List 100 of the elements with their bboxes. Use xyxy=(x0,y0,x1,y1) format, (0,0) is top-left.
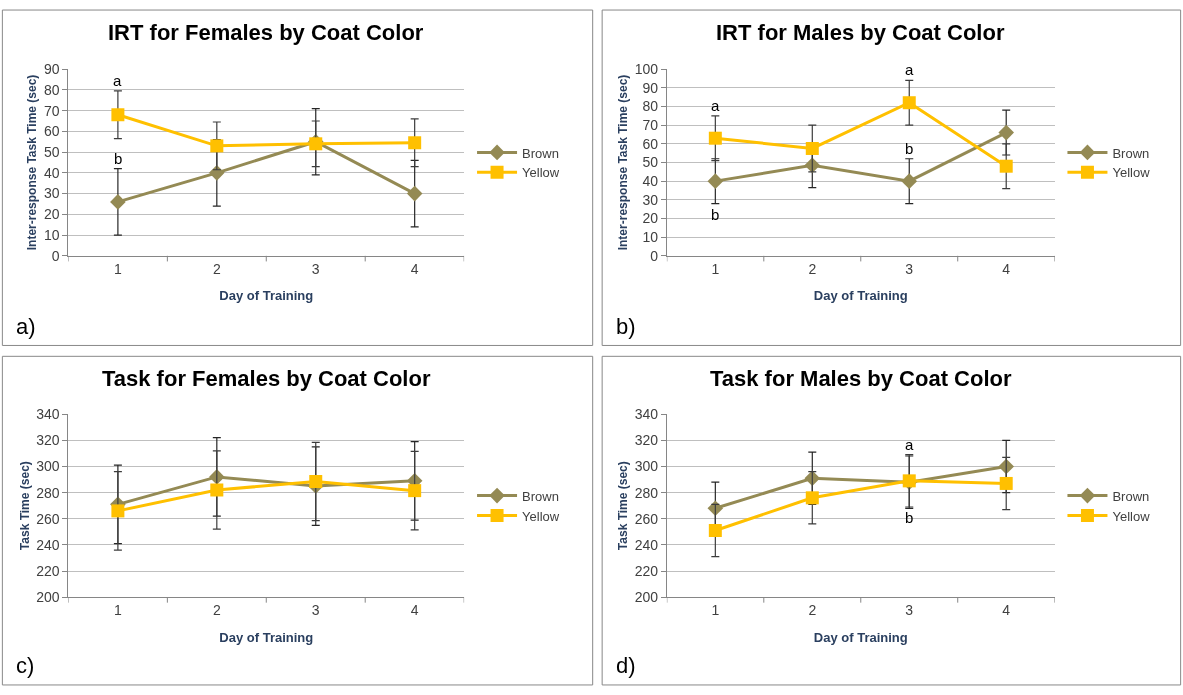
text: a) xyxy=(16,314,36,339)
legend-label: Brown xyxy=(1112,145,1150,161)
point xyxy=(309,137,323,151)
annotation: b xyxy=(905,509,914,526)
point xyxy=(408,484,422,498)
y-tick-label: 90 xyxy=(642,79,659,96)
point xyxy=(111,504,125,518)
y-tick-label: 70 xyxy=(44,102,60,119)
x-tick-label: 3 xyxy=(311,260,320,277)
x-tick-label: 3 xyxy=(905,601,914,618)
y-tick-label: 30 xyxy=(44,185,60,202)
x-axis-title: Day of Training xyxy=(813,288,908,304)
y-tick-label: 320 xyxy=(36,432,60,449)
annotation: b xyxy=(905,140,914,157)
y-tick-label: 100 xyxy=(634,61,659,78)
x-tick-label: 1 xyxy=(711,601,720,618)
x-axis-title: Day of Training xyxy=(219,629,314,645)
chart-title: IRT for Males by Coat Color xyxy=(716,20,1005,45)
point xyxy=(999,476,1013,490)
point xyxy=(998,124,1015,141)
annotation: a xyxy=(905,61,914,78)
y-tick-label: 200 xyxy=(36,589,60,606)
y-tick-label: 0 xyxy=(650,247,659,264)
x-tick-label: 1 xyxy=(711,260,720,277)
x-tick-label: 2 xyxy=(808,260,817,277)
point xyxy=(902,96,916,110)
x-tick-label: 4 xyxy=(410,601,419,618)
annotation: a xyxy=(711,97,720,114)
y-tick-label: 80 xyxy=(44,81,60,98)
point xyxy=(999,159,1013,173)
x-axis-title: Day of Training xyxy=(813,629,908,645)
y-axis-title: Inter-response Task Time (sec) xyxy=(615,74,630,251)
y-axis-title: Task Time (sec) xyxy=(615,461,630,551)
y-tick-label: 340 xyxy=(634,406,659,423)
y-tick-label: 240 xyxy=(634,536,659,553)
text: b) xyxy=(616,314,636,339)
text: d) xyxy=(616,653,636,678)
legend-label: Yellow xyxy=(522,508,560,524)
x-tick-label: 1 xyxy=(113,260,122,277)
y-tick-label: 300 xyxy=(634,458,659,475)
point xyxy=(708,524,722,538)
y-tick-label: 340 xyxy=(36,406,60,423)
y-tick-label: 40 xyxy=(44,164,60,181)
chart-title: Task for Females by Coat Color xyxy=(102,366,431,391)
legend-label: Yellow xyxy=(1112,508,1151,524)
legend-label: Yellow xyxy=(522,165,560,181)
y-tick-label: 260 xyxy=(634,510,659,527)
point xyxy=(708,131,722,145)
y-tick-label: 10 xyxy=(642,229,659,246)
point xyxy=(805,141,819,155)
x-tick-label: 3 xyxy=(905,260,914,277)
legend-label: Brown xyxy=(1112,488,1150,504)
x-tick-label: 1 xyxy=(113,601,122,618)
legend-label: Yellow xyxy=(1112,165,1151,181)
y-tick-label: 200 xyxy=(634,589,659,606)
y-tick-label: 50 xyxy=(44,144,60,160)
text: c) xyxy=(16,653,35,678)
y-tick-label: 0 xyxy=(51,247,60,264)
point xyxy=(309,474,323,488)
annotation: a xyxy=(113,72,122,89)
legend-label: Brown xyxy=(522,145,559,161)
y-tick-label: 40 xyxy=(642,173,659,190)
x-axis-title: Day of Training xyxy=(219,288,314,304)
legend-label: Brown xyxy=(522,488,559,504)
y-tick-label: 80 xyxy=(642,98,659,115)
y-tick-label: 30 xyxy=(642,191,659,208)
x-tick-label: 2 xyxy=(212,260,221,277)
y-tick-label: 60 xyxy=(642,135,659,152)
y-tick-label: 260 xyxy=(36,510,60,527)
point xyxy=(901,173,918,189)
y-tick-label: 20 xyxy=(642,210,659,227)
y-tick-label: 70 xyxy=(642,117,659,134)
y-tick-label: 300 xyxy=(36,458,60,475)
y-tick-label: 280 xyxy=(634,484,659,501)
y-tick-label: 50 xyxy=(642,154,659,171)
chart-title: Task for Males by Coat Color xyxy=(710,366,1012,391)
x-tick-label: 4 xyxy=(1002,260,1011,277)
y-axis-title: Inter-response Task Time (sec) xyxy=(25,74,40,251)
point xyxy=(805,491,819,505)
point xyxy=(406,185,423,202)
y-tick-label: 320 xyxy=(634,432,659,449)
annotation: b xyxy=(711,206,720,223)
point xyxy=(210,483,224,497)
y-tick-label: 280 xyxy=(36,484,60,501)
y-tick-label: 220 xyxy=(634,562,659,579)
y-tick-label: 60 xyxy=(44,123,60,140)
point xyxy=(111,108,125,122)
y-axis-title: Task Time (sec) xyxy=(17,461,32,551)
y-tick-label: 10 xyxy=(44,226,60,243)
x-tick-label: 2 xyxy=(212,601,221,618)
x-tick-label: 3 xyxy=(311,601,320,618)
y-tick-label: 20 xyxy=(44,206,60,223)
y-tick-label: 90 xyxy=(44,61,60,78)
y-tick-label: 240 xyxy=(36,536,60,553)
chart-title: IRT for Females by Coat Color xyxy=(108,20,424,45)
x-tick-label: 4 xyxy=(1002,601,1011,618)
x-tick-label: 4 xyxy=(410,260,419,277)
point xyxy=(210,139,224,153)
annotation: a xyxy=(905,436,914,453)
point xyxy=(408,136,422,150)
